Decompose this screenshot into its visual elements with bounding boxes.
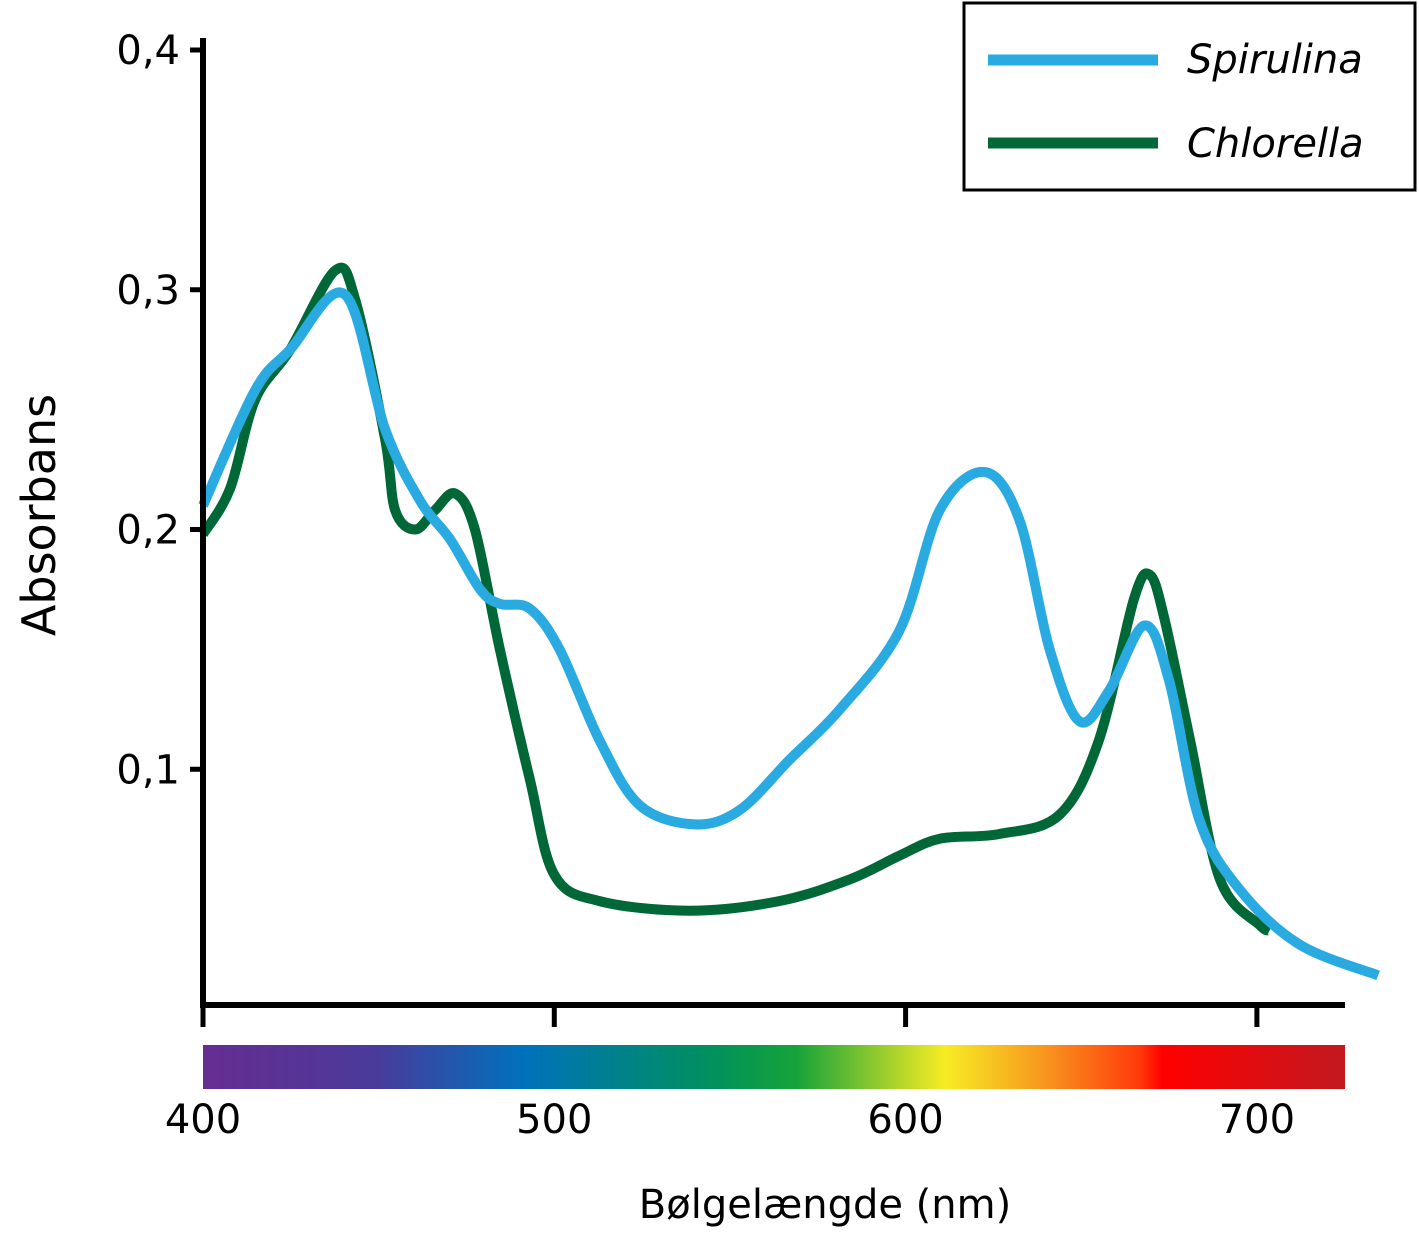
legend-label-spirulina: Spirulina xyxy=(1187,37,1363,83)
series-layer xyxy=(198,262,1380,981)
legend-box xyxy=(962,1,1417,192)
x-tick-label: 700 xyxy=(1219,1097,1295,1143)
x-tick-label: 500 xyxy=(516,1097,592,1143)
x-tick-label: 600 xyxy=(867,1097,943,1143)
series-line-chlorella xyxy=(198,262,1273,936)
ticks: 400 500 600 700 0,1 0,2 0,3 0,4 xyxy=(116,28,1295,1143)
y-tick-label: 0,4 xyxy=(116,28,180,74)
x-tick-label: 400 xyxy=(165,1097,241,1143)
legend-label-chlorella: Chlorella xyxy=(1187,121,1364,167)
y-tick-label: 0,3 xyxy=(116,268,180,314)
y-tick-label: 0,1 xyxy=(116,747,180,793)
y-axis-label: Absorbans xyxy=(12,394,66,636)
y-tick-label: 0,2 xyxy=(116,508,180,554)
x-axis-label: Bølgelængde (nm) xyxy=(639,1182,1011,1228)
legend: Spirulina Chlorella xyxy=(962,1,1417,192)
series-line-spirulina xyxy=(198,287,1380,981)
spectrum-bar xyxy=(203,1045,1345,1089)
